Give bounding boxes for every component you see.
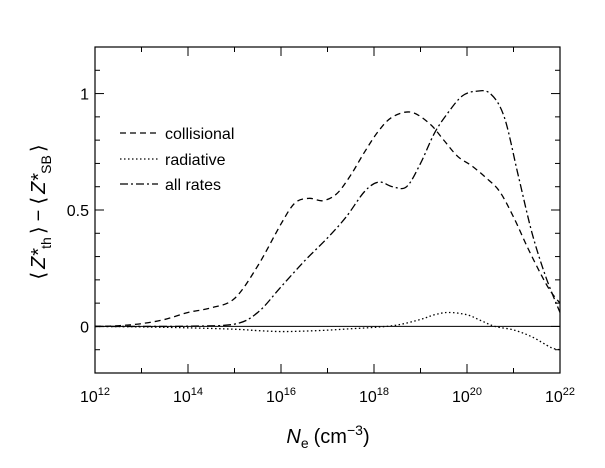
- x-tick-label-18: 1018: [359, 386, 389, 406]
- axis-ticks: [94, 46, 561, 374]
- legend: collisional radiative all rates: [120, 126, 234, 194]
- series-group: [94, 90, 561, 351]
- x-tick-label-20: 1020: [452, 386, 482, 406]
- legend-label-collisional: collisional: [165, 126, 234, 143]
- x-tick-labels: 1012 1014 1016 1018 1020 1022: [80, 386, 575, 406]
- plot-frame: [94, 46, 561, 374]
- series-line-collisional: [94, 111, 561, 328]
- y-tick-label-0: 0: [80, 319, 89, 336]
- x-tick-label-12: 1012: [80, 386, 110, 406]
- series-line-all-rates: [94, 90, 561, 328]
- y-tick-label-0-5: 0.5: [67, 203, 89, 220]
- y-tick-label-1: 1: [80, 87, 89, 104]
- x-tick-label-14: 1014: [173, 386, 203, 406]
- x-axis-label: Ne (cm−3): [286, 422, 369, 451]
- y-tick-labels: 0 0.5 1: [67, 87, 89, 337]
- y-axis-label: ⟨Z*th⟩−⟨Z*SB⟩: [28, 144, 54, 279]
- x-tick-label-22: 1022: [545, 386, 575, 406]
- x-tick-label-16: 1016: [266, 386, 296, 406]
- series-line-radiative: [94, 311, 561, 351]
- legend-label-all-rates: all rates: [165, 177, 221, 194]
- legend-label-radiative: radiative: [165, 152, 226, 169]
